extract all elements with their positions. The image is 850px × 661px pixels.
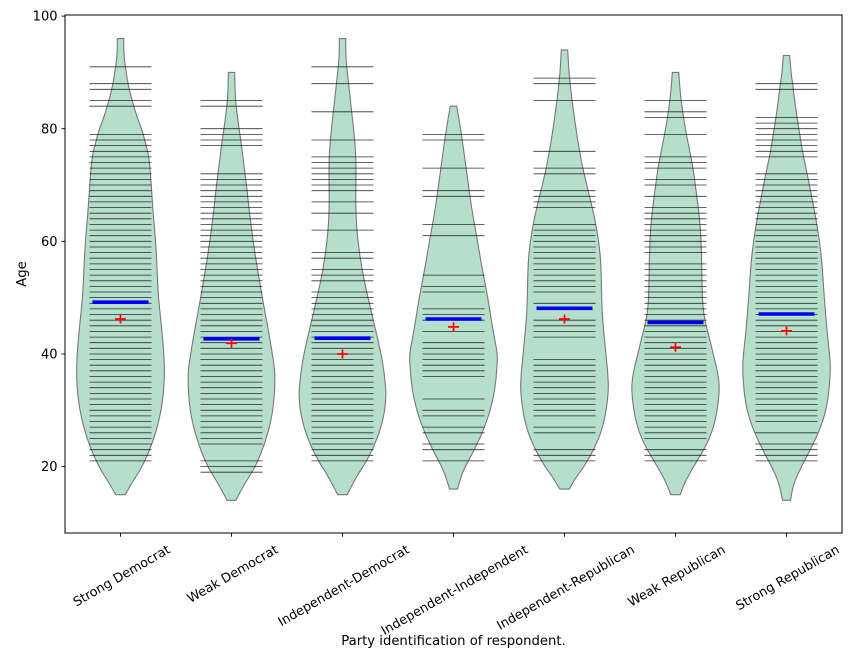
y-tick-label: 20 bbox=[41, 460, 58, 475]
y-tick-label: 100 bbox=[33, 10, 58, 25]
median-plus-marker bbox=[670, 342, 681, 352]
violin-group-strong-democrat bbox=[76, 38, 165, 496]
median-plus-marker bbox=[559, 314, 570, 324]
y-tick-label: 80 bbox=[41, 122, 58, 137]
violin-group-weak-democrat bbox=[187, 71, 276, 501]
y-axis-label: Age bbox=[14, 261, 30, 287]
violin-group-independent-independent bbox=[409, 105, 498, 490]
violin-group-independent-democrat bbox=[298, 38, 387, 496]
median-plus-marker bbox=[115, 314, 126, 324]
violin-shape bbox=[631, 71, 720, 496]
violin-shape bbox=[298, 38, 387, 496]
x-tick-label: Strong Democrat bbox=[71, 542, 173, 610]
x-tick-label: Weak Republican bbox=[626, 542, 729, 610]
x-axis: Strong Democrat Weak DemocratIndependent-… bbox=[71, 533, 842, 639]
violin-shape bbox=[409, 105, 498, 490]
median-plus-marker bbox=[226, 338, 237, 348]
median-plus-marker bbox=[337, 349, 348, 359]
violin-group-strong-republican bbox=[742, 54, 831, 501]
plot-area: 20 40 60 80 100 Strong Democrat Weak DemocratI… bbox=[33, 10, 843, 639]
y-tick-label: 40 bbox=[41, 348, 58, 363]
x-axis-label: Party identification of respondent. bbox=[341, 634, 566, 649]
x-tick-label: Weak Democrat bbox=[185, 542, 281, 606]
y-axis: 20 40 60 80 100 bbox=[33, 10, 65, 475]
violin-group-independent-republican bbox=[520, 49, 609, 490]
x-tick-label: Independent-Democrat bbox=[276, 542, 412, 629]
violin-group-weak-republican bbox=[631, 71, 720, 496]
median-plus-marker bbox=[781, 326, 792, 336]
median-plus-marker bbox=[448, 322, 459, 332]
y-tick-label: 60 bbox=[41, 235, 58, 250]
violin-shape bbox=[742, 54, 831, 501]
violin-shape bbox=[76, 38, 165, 496]
x-tick-label: Strong Republican bbox=[734, 542, 843, 613]
